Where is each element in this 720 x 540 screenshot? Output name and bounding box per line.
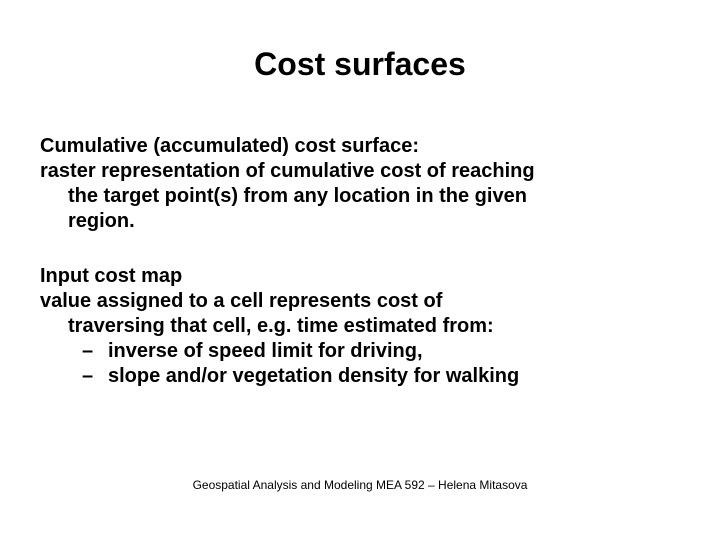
slide: Cost surfaces Cumulative (accumulated) c… (0, 0, 720, 540)
slide-title: Cost surfaces (0, 46, 720, 83)
body-line: region. (40, 209, 660, 234)
section-input-cost: Input cost map value assigned to a cell … (40, 264, 660, 389)
bullet-text: slope and/or vegetation density for walk… (108, 364, 519, 389)
section-heading: Input cost map (40, 264, 660, 289)
slide-body: Cumulative (accumulated) cost surface: r… (40, 134, 660, 419)
bullet-item: – inverse of speed limit for driving, (40, 339, 660, 364)
bullet-text: inverse of speed limit for driving, (108, 339, 423, 364)
body-line: value assigned to a cell represents cost… (40, 289, 660, 314)
body-line: the target point(s) from any location in… (40, 184, 660, 209)
slide-footer: Geospatial Analysis and Modeling MEA 592… (0, 478, 720, 492)
section-cumulative: Cumulative (accumulated) cost surface: r… (40, 134, 660, 234)
bullet-item: – slope and/or vegetation density for wa… (40, 364, 660, 389)
section-heading: Cumulative (accumulated) cost surface: (40, 134, 660, 159)
bullet-dash-icon: – (82, 339, 108, 364)
body-line: raster representation of cumulative cost… (40, 159, 660, 184)
bullet-dash-icon: – (82, 364, 108, 389)
body-line: traversing that cell, e.g. time estimate… (40, 314, 660, 339)
